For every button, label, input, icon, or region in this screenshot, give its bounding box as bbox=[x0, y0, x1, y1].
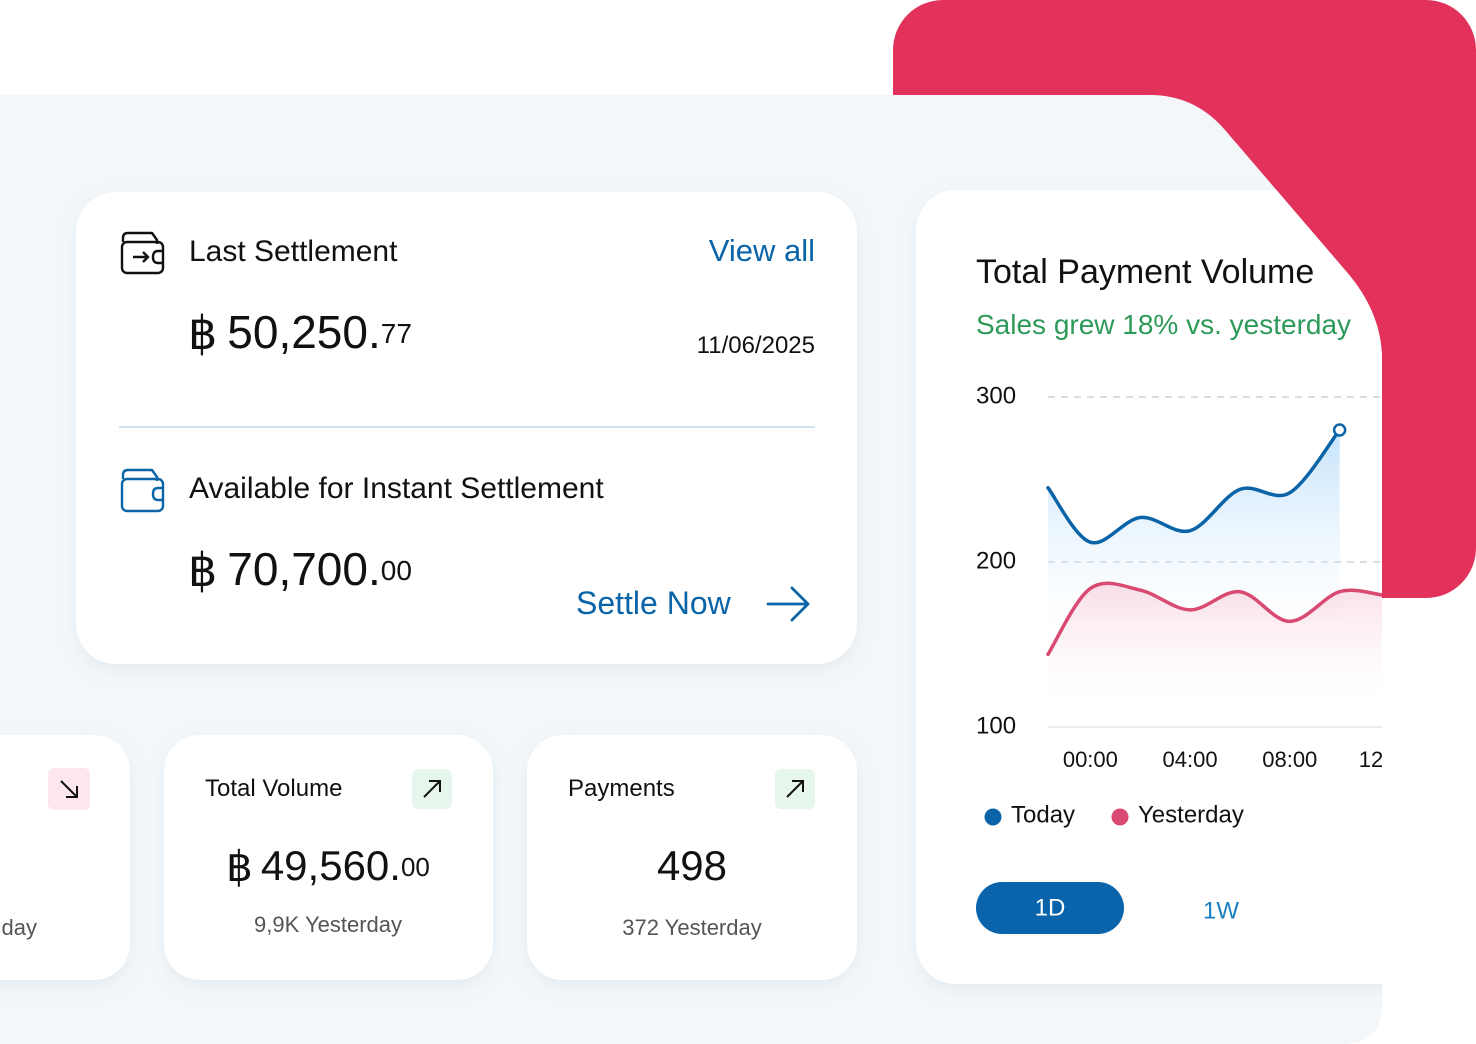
panel: Last Settlement View all ฿ 50,250.77 11/0… bbox=[0, 95, 1383, 1044]
wallet-icon bbox=[120, 468, 165, 513]
wallet-icon bbox=[120, 231, 165, 275]
chart: 100 200 300 00:00 04:00 08:00 12 Today Yesterday bbox=[976, 382, 1383, 828]
stat-caption: day bbox=[2, 915, 37, 940]
stat-card bbox=[164, 735, 493, 980]
amount-decimals: 00 bbox=[401, 852, 430, 882]
label: 372 Yesterday bbox=[622, 915, 761, 940]
label: Payments bbox=[568, 775, 675, 802]
series-line bbox=[1046, 428, 1342, 545]
x-tick-label: 00:00 bbox=[1063, 747, 1118, 772]
stat-caption: 9,9K Yesterday bbox=[254, 912, 402, 937]
label: day bbox=[2, 915, 37, 940]
card-title: Last Settlement bbox=[189, 235, 398, 268]
amount-decimals: 00 bbox=[381, 555, 412, 586]
label[interactable]: View all bbox=[709, 233, 815, 268]
legend-swatch bbox=[984, 808, 1002, 826]
stat-amount: 498 bbox=[657, 842, 727, 889]
date: 11/06/2025 bbox=[697, 332, 815, 359]
currency: ฿ bbox=[188, 543, 217, 597]
x-tick-label: 04:00 bbox=[1163, 747, 1218, 772]
amount: ฿ 70,700.00 bbox=[188, 543, 412, 597]
legend-swatch bbox=[1111, 808, 1129, 826]
arrow-icon[interactable] bbox=[766, 586, 810, 622]
label: 11/06/2025 bbox=[697, 332, 815, 359]
card-title: Available for Instant Settlement bbox=[189, 472, 604, 505]
stat-title: Payments bbox=[568, 775, 675, 802]
end-marker bbox=[1332, 423, 1347, 437]
trend-up-icon bbox=[786, 780, 804, 798]
label: Total Volume bbox=[205, 775, 342, 802]
amount-main: 70,700. bbox=[227, 543, 380, 595]
stat-caption: 372 Yesterday bbox=[622, 915, 761, 940]
trend-down-icon bbox=[60, 780, 78, 798]
y-tick-label: 100 bbox=[976, 712, 1016, 739]
stat-title: Total Volume bbox=[205, 775, 342, 802]
y-tick-label: 200 bbox=[976, 547, 1016, 574]
amount-decimals: 77 bbox=[381, 318, 412, 349]
y-tick-label: 300 bbox=[976, 382, 1016, 409]
label: Total Payment Volume bbox=[976, 253, 1314, 291]
series-area bbox=[1048, 430, 1340, 628]
label: 9,9K Yesterday bbox=[254, 912, 402, 937]
view-all-link[interactable]: View all bbox=[709, 233, 815, 268]
settle-now-button[interactable]: Settle Now bbox=[576, 585, 732, 621]
chart-subtitle: Sales grew 18% vs. yesterday bbox=[976, 309, 1351, 340]
currency: ฿ bbox=[226, 842, 253, 891]
label[interactable]: Settle Now bbox=[576, 585, 732, 621]
trend-up-icon bbox=[423, 780, 441, 798]
range-buttons: 1D 1W bbox=[976, 882, 1239, 934]
chart-title: Total Payment Volume bbox=[976, 253, 1314, 291]
series-area bbox=[1048, 583, 1382, 697]
x-tick-label: 08:00 bbox=[1262, 747, 1317, 772]
amount-main: 50,250. bbox=[227, 306, 380, 358]
series-line bbox=[1046, 581, 1382, 657]
x-tick-label: 12 bbox=[1359, 747, 1383, 772]
legend-label: Yesterday bbox=[1138, 801, 1244, 828]
legend-label: Today bbox=[1011, 801, 1075, 828]
stat-card bbox=[527, 735, 857, 980]
label: Sales grew 18% vs. yesterday bbox=[976, 309, 1351, 340]
range-button-label[interactable]: 1W bbox=[1203, 897, 1239, 924]
label: Last Settlement bbox=[189, 235, 398, 268]
range-button-label[interactable]: 1D bbox=[1035, 894, 1066, 921]
amount-main: 498 bbox=[657, 842, 727, 889]
amount-main: 49,560. bbox=[261, 842, 401, 889]
label: Available for Instant Settlement bbox=[189, 472, 604, 505]
amount: ฿ 50,250.77 bbox=[188, 306, 412, 360]
currency: ฿ bbox=[188, 306, 217, 360]
range-button[interactable] bbox=[976, 882, 1124, 934]
stat-amount: ฿ 49,560.00 bbox=[226, 842, 430, 891]
